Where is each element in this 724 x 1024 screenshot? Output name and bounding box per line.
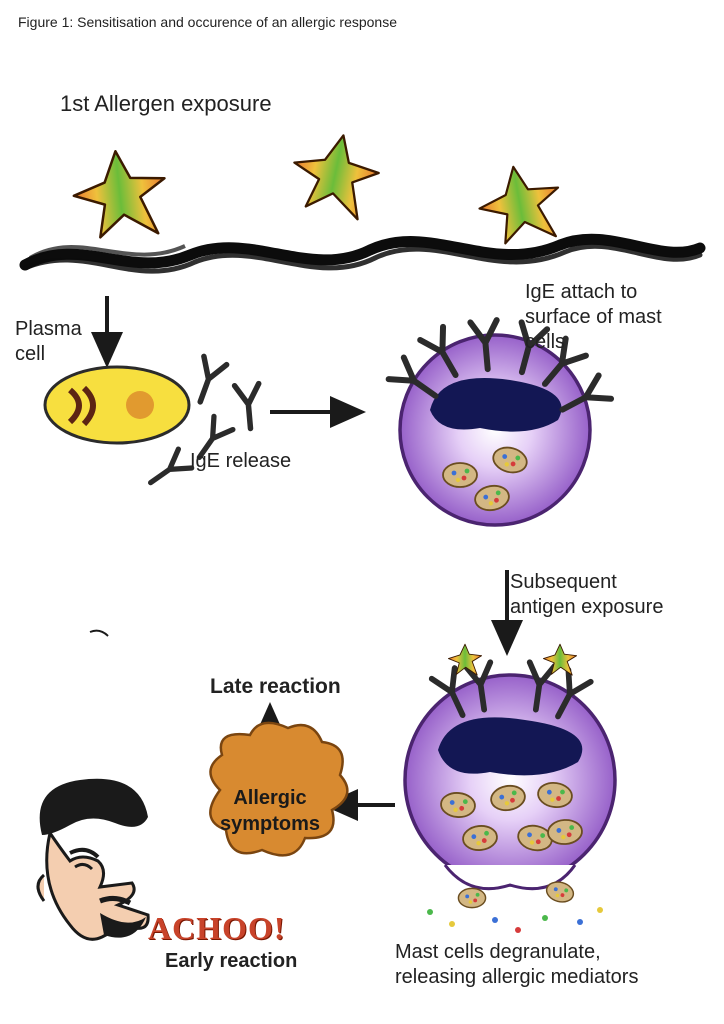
- plasma-cell: [45, 367, 189, 443]
- allergen-1: [70, 146, 170, 241]
- mast-degranulate-label: Mast cells degranulate, releasing allerg…: [395, 940, 638, 990]
- mast-cell-degranulating: [405, 644, 615, 933]
- achoo-text: ACHOO!: [148, 910, 286, 947]
- diagram-canvas: Allergic symptoms: [0, 0, 724, 1024]
- subsequent-exposure-label: Subsequent antigen exposure: [510, 570, 663, 620]
- plasma-cell-label: Plasma cell: [15, 317, 82, 367]
- ige-release-label: IgE release: [190, 450, 291, 473]
- svg-text:Allergic: Allergic: [233, 787, 306, 809]
- sneezing-face: [38, 779, 148, 939]
- svg-text:symptoms: symptoms: [220, 813, 320, 835]
- early-reaction-label: Early reaction: [165, 950, 297, 973]
- ige-attach-label: IgE attach to surface of mast cells: [525, 280, 662, 355]
- first-exposure-label: 1st Allergen exposure: [60, 91, 272, 117]
- symptom-blob: Allergic symptoms: [210, 723, 347, 855]
- stray-mark: [90, 631, 108, 636]
- allergen-2: [286, 127, 385, 222]
- late-reaction-label: Late reaction: [210, 675, 341, 699]
- allergen-3: [473, 160, 566, 249]
- barrier-line: [25, 239, 700, 271]
- figure-caption: Figure 1: Sensitisation and occurence of…: [18, 14, 397, 30]
